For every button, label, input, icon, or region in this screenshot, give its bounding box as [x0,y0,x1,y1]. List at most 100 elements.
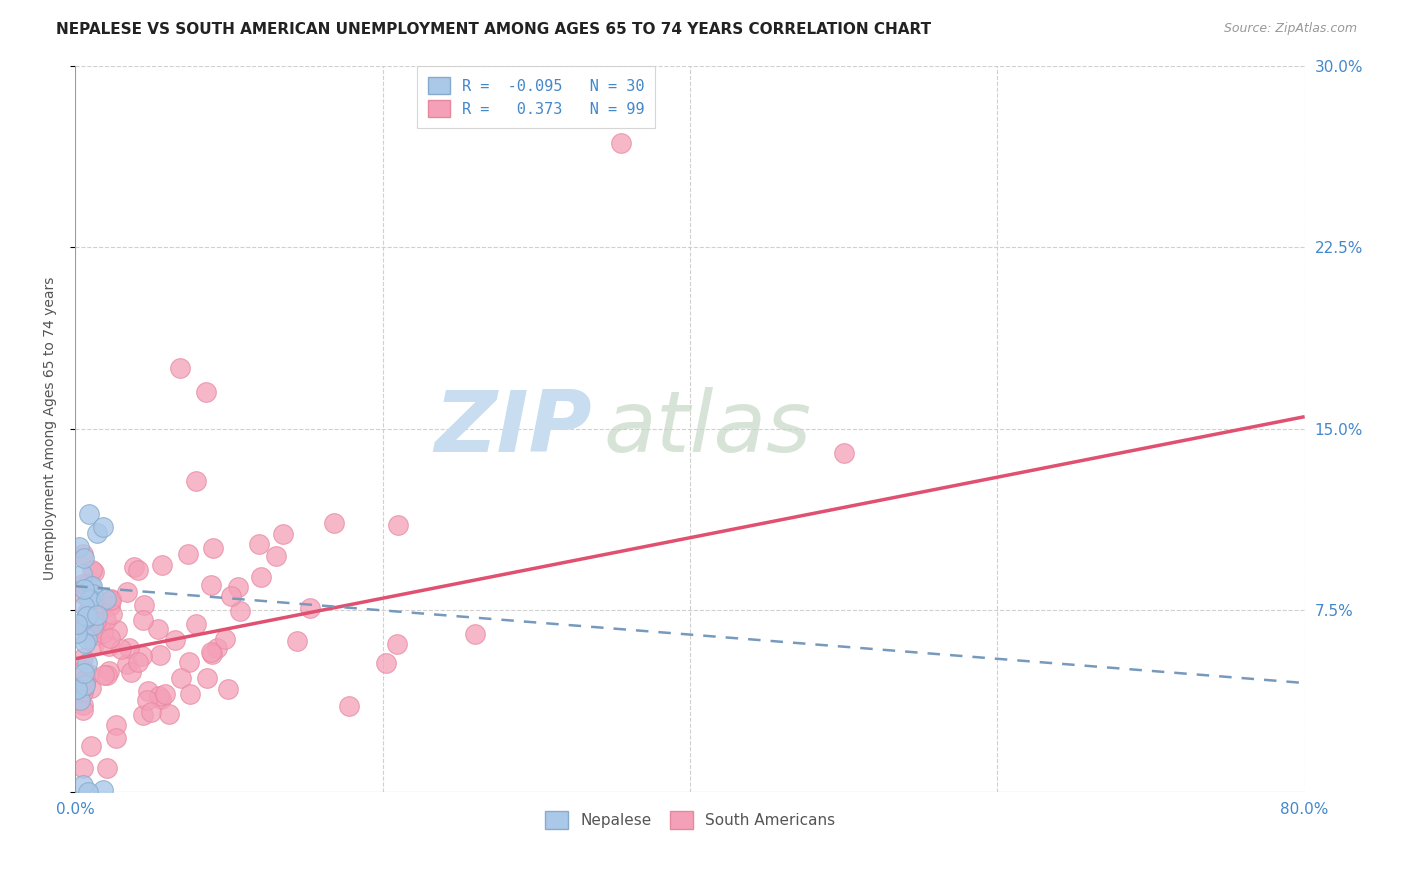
Point [285,633,308,648]
Point [83,565,105,579]
Point [91,520,114,534]
Point [136,684,159,698]
Point [141,705,163,719]
Point [122,560,145,574]
Point [80,580,103,594]
Point [72,620,94,634]
Point [77,666,100,681]
Point [219,589,242,603]
Point [127,655,149,669]
Point [387,637,409,651]
Point [266,549,288,563]
Point [72,651,94,665]
Point [201,541,224,555]
Point [98,599,121,613]
Point [75,611,97,625]
Point [110,642,132,657]
Point [76,577,98,591]
Point [84,614,107,628]
Point [98,632,121,646]
Point [96,761,118,775]
Point [82,587,104,601]
Point [127,563,149,577]
Point [177,655,200,669]
Point [77,593,100,607]
Point [101,607,124,621]
Point [96,592,118,607]
Point [120,665,142,679]
Point [249,570,271,584]
Point [73,676,96,690]
Point [322,516,344,530]
Point [205,641,228,656]
Point [165,632,187,647]
Y-axis label: Unemployment Among Ages 65 to 74 years: Unemployment Among Ages 65 to 74 years [44,277,58,581]
Point [86,628,108,642]
Point [132,598,155,612]
Point [226,581,249,595]
Point [72,703,94,717]
Point [299,600,322,615]
Point [72,576,94,591]
Point [83,638,105,652]
Point [75,678,97,692]
Point [76,656,98,670]
Point [177,547,200,561]
Point [72,685,94,699]
Point [84,620,107,634]
Point [79,591,101,606]
Point [80,739,103,754]
Point [832,446,855,460]
Point [76,632,98,647]
Point [91,625,114,640]
Point [152,558,174,572]
Point [200,578,222,592]
Text: atlas: atlas [603,387,811,470]
Point [69,693,91,707]
Point [146,623,169,637]
Point [72,663,94,677]
Point [82,617,104,632]
Point [73,599,96,613]
Point [76,605,98,619]
Text: NEPALESE VS SOUTH AMERICAN UNEMPLOYMENT AMONG AGES 65 TO 74 YEARS CORRELATION CH: NEPALESE VS SOUTH AMERICAN UNEMPLOYMENT … [56,22,931,37]
Point [200,645,222,659]
Point [375,656,398,670]
Point [149,648,172,662]
Point [66,616,89,631]
Point [271,526,294,541]
Point [387,518,409,533]
Point [66,681,89,696]
Point [91,782,114,797]
Point [184,617,207,632]
Point [83,601,105,615]
Point [94,613,117,627]
Point [76,785,98,799]
Point [73,582,96,596]
Point [82,579,104,593]
Point [132,613,155,627]
Point [73,636,96,650]
Point [105,731,128,745]
Point [73,680,96,694]
Point [97,639,120,653]
Legend: Nepalese, South Americans: Nepalese, South Americans [538,805,841,835]
Point [72,551,94,566]
Point [195,671,218,685]
Point [132,708,155,723]
Point [337,699,360,714]
Text: Source: ZipAtlas.com: Source: ZipAtlas.com [1223,22,1357,36]
Point [105,623,128,637]
Point [100,591,122,606]
Point [229,604,252,618]
Point [72,673,94,688]
Text: ZIP: ZIP [434,387,592,470]
Point [217,681,239,696]
Point [86,526,108,541]
Point [66,626,89,640]
Point [93,668,115,682]
Point [97,664,120,678]
Point [72,698,94,712]
Point [117,657,139,671]
Point [70,566,93,581]
